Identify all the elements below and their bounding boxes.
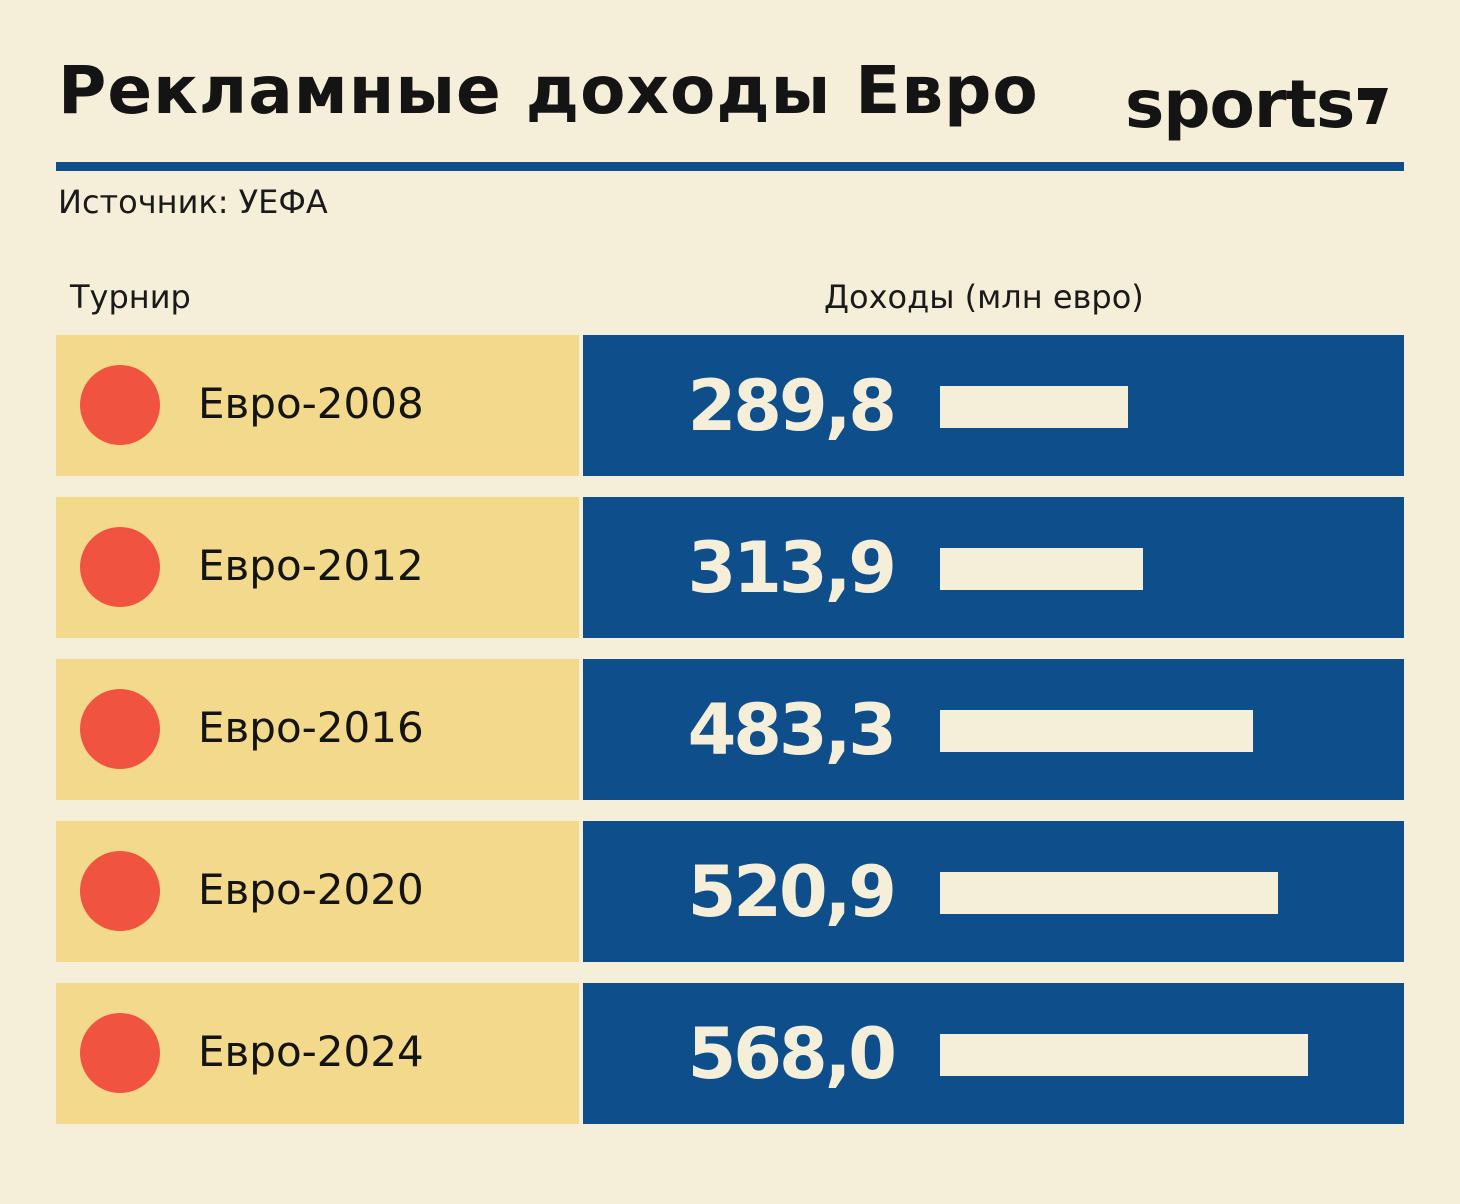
income-value-label: 568,0 bbox=[687, 1013, 897, 1095]
tournament-cell: Евро-2012 bbox=[56, 497, 579, 638]
income-value-label: 483,3 bbox=[687, 689, 897, 771]
income-bar bbox=[940, 386, 1128, 428]
red-dot-icon bbox=[80, 851, 160, 931]
chart-row: Евро-2008 289,8 bbox=[56, 335, 1404, 476]
red-dot-icon bbox=[80, 1013, 160, 1093]
income-bar bbox=[940, 710, 1253, 752]
chart-row: Евро-2012 313,9 bbox=[56, 497, 1404, 638]
source-note: Источник: УЕФА bbox=[58, 183, 328, 221]
income-bar bbox=[940, 1034, 1308, 1076]
income-value-label: 289,8 bbox=[687, 365, 897, 447]
income-cell: 483,3 bbox=[583, 659, 1404, 800]
column-header-tournament: Турнир bbox=[70, 278, 191, 316]
header-rule bbox=[56, 162, 1404, 171]
logo-text: sports bbox=[1125, 66, 1355, 143]
income-cell: 289,8 bbox=[583, 335, 1404, 476]
tournament-cell: Евро-2008 bbox=[56, 335, 579, 476]
tournament-label: Евро-2012 bbox=[198, 541, 424, 590]
income-cell: 568,0 bbox=[583, 983, 1404, 1124]
logo-slash-icon bbox=[1358, 88, 1389, 124]
income-bar bbox=[940, 872, 1278, 914]
tournament-cell: Евро-2016 bbox=[56, 659, 579, 800]
red-dot-icon bbox=[80, 527, 160, 607]
tournament-label: Евро-2020 bbox=[198, 865, 424, 914]
tournament-cell: Евро-2024 bbox=[56, 983, 579, 1124]
income-bar bbox=[940, 548, 1143, 590]
chart-title: Рекламные доходы Евро bbox=[58, 52, 1039, 129]
column-header-income: Доходы (млн евро) bbox=[824, 278, 1144, 316]
chart-row: Евро-2024 568,0 bbox=[56, 983, 1404, 1124]
income-cell: 313,9 bbox=[583, 497, 1404, 638]
tournament-cell: Евро-2020 bbox=[56, 821, 579, 962]
chart-row: Евро-2016 483,3 bbox=[56, 659, 1404, 800]
red-dot-icon bbox=[80, 689, 160, 769]
income-value-label: 313,9 bbox=[687, 527, 897, 609]
tournament-label: Евро-2016 bbox=[198, 703, 424, 752]
income-cell: 520,9 bbox=[583, 821, 1404, 962]
red-dot-icon bbox=[80, 365, 160, 445]
tournament-label: Евро-2024 bbox=[198, 1027, 424, 1076]
chart-row: Евро-2020 520,9 bbox=[56, 821, 1404, 962]
tournament-label: Евро-2008 bbox=[198, 379, 424, 428]
sports-logo: sports bbox=[1125, 72, 1390, 138]
income-value-label: 520,9 bbox=[687, 851, 897, 933]
